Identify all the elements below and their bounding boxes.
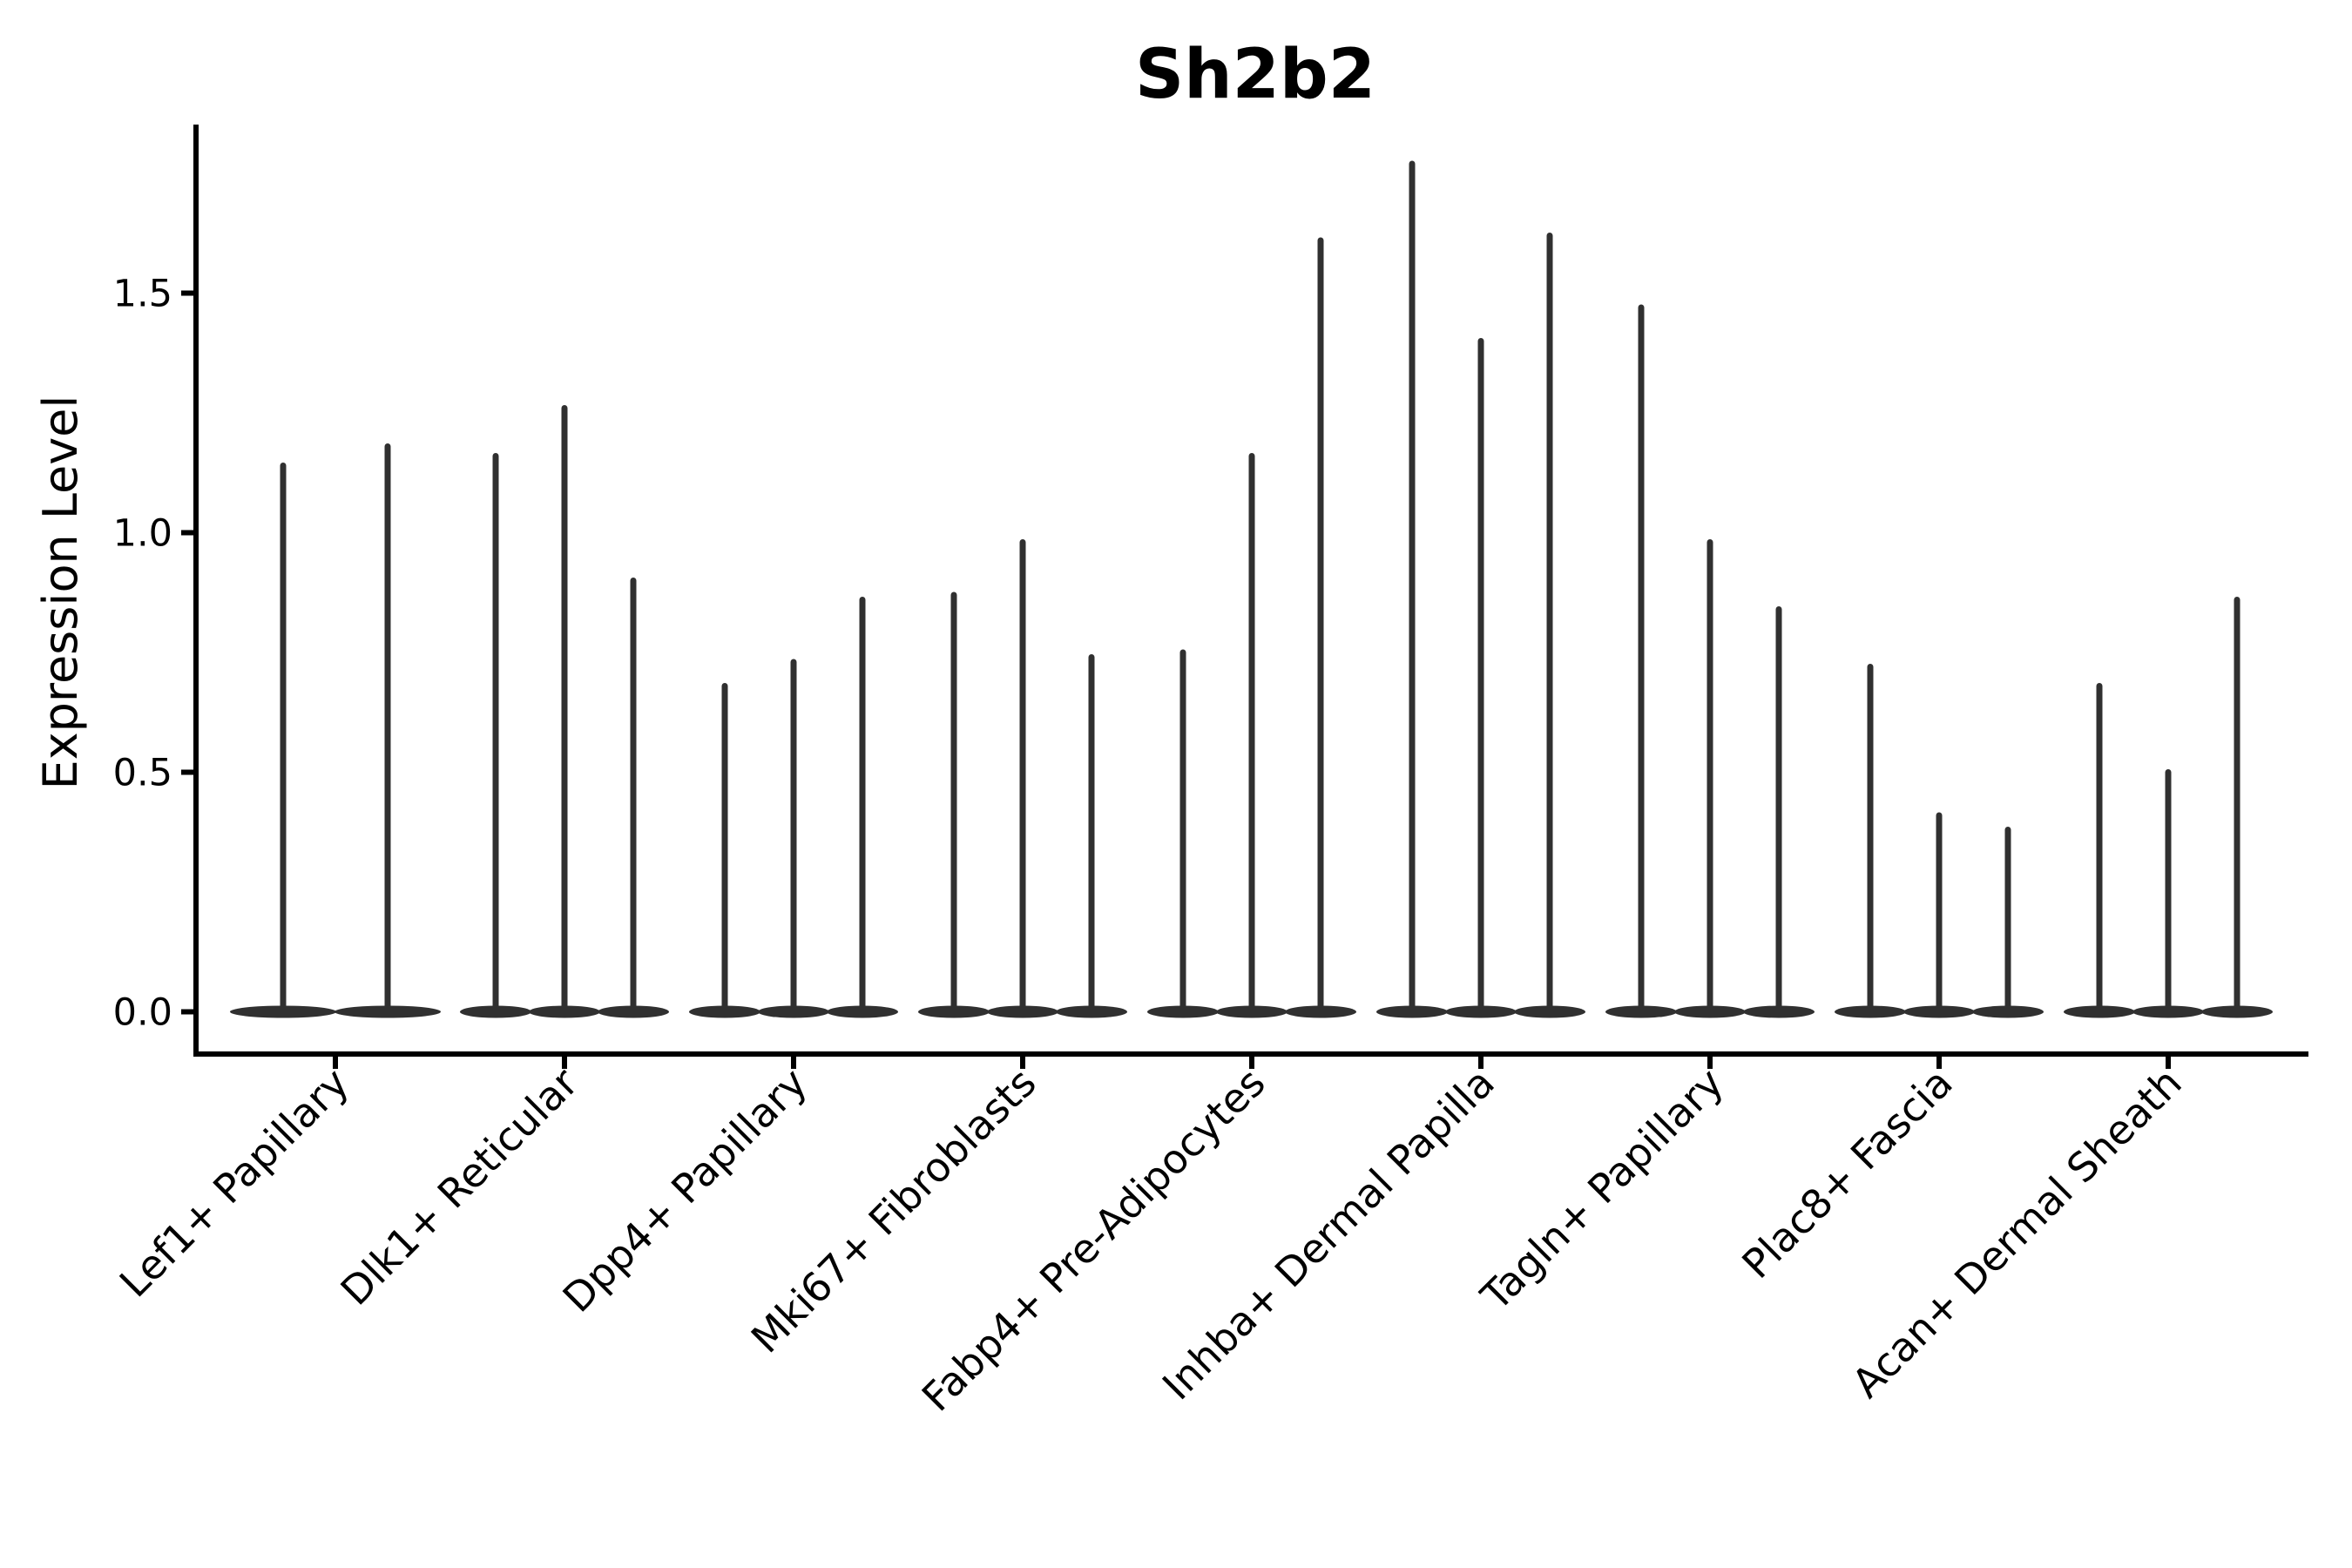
x-tick-label: Plac8+ Fascia — [1733, 1059, 1961, 1288]
y-tick-label: 0.5 — [113, 752, 172, 795]
x-tick — [791, 1057, 796, 1069]
y-axis-title: Expression Level — [33, 395, 88, 790]
y-tick-label: 0.0 — [113, 991, 172, 1035]
y-tick — [181, 530, 193, 536]
chart-title: Sh2b2 — [1135, 36, 1375, 114]
x-tick — [1707, 1057, 1713, 1069]
y-tick — [181, 290, 193, 296]
y-tick — [181, 1009, 193, 1015]
y-tick-label: 1.5 — [113, 273, 172, 316]
y-tick-label: 1.0 — [113, 512, 172, 556]
y-axis-spine — [193, 125, 199, 1057]
x-tick — [1478, 1057, 1484, 1069]
x-tick-label: Tagln+ Papillary — [1471, 1059, 1733, 1321]
y-tick — [181, 769, 193, 775]
x-tick-label: Dpp4+ Papillary — [554, 1059, 816, 1321]
x-tick — [562, 1057, 567, 1069]
x-tick — [1020, 1057, 1025, 1069]
x-tick-label: Lef1+ Papillary — [111, 1059, 358, 1307]
x-axis-spine — [193, 1051, 2308, 1057]
x-tick — [333, 1057, 338, 1069]
x-tick — [1249, 1057, 1254, 1069]
x-tick — [1936, 1057, 1942, 1069]
x-tick — [2166, 1057, 2171, 1069]
x-tick-label: Dlk1+ Reticular — [332, 1059, 587, 1315]
